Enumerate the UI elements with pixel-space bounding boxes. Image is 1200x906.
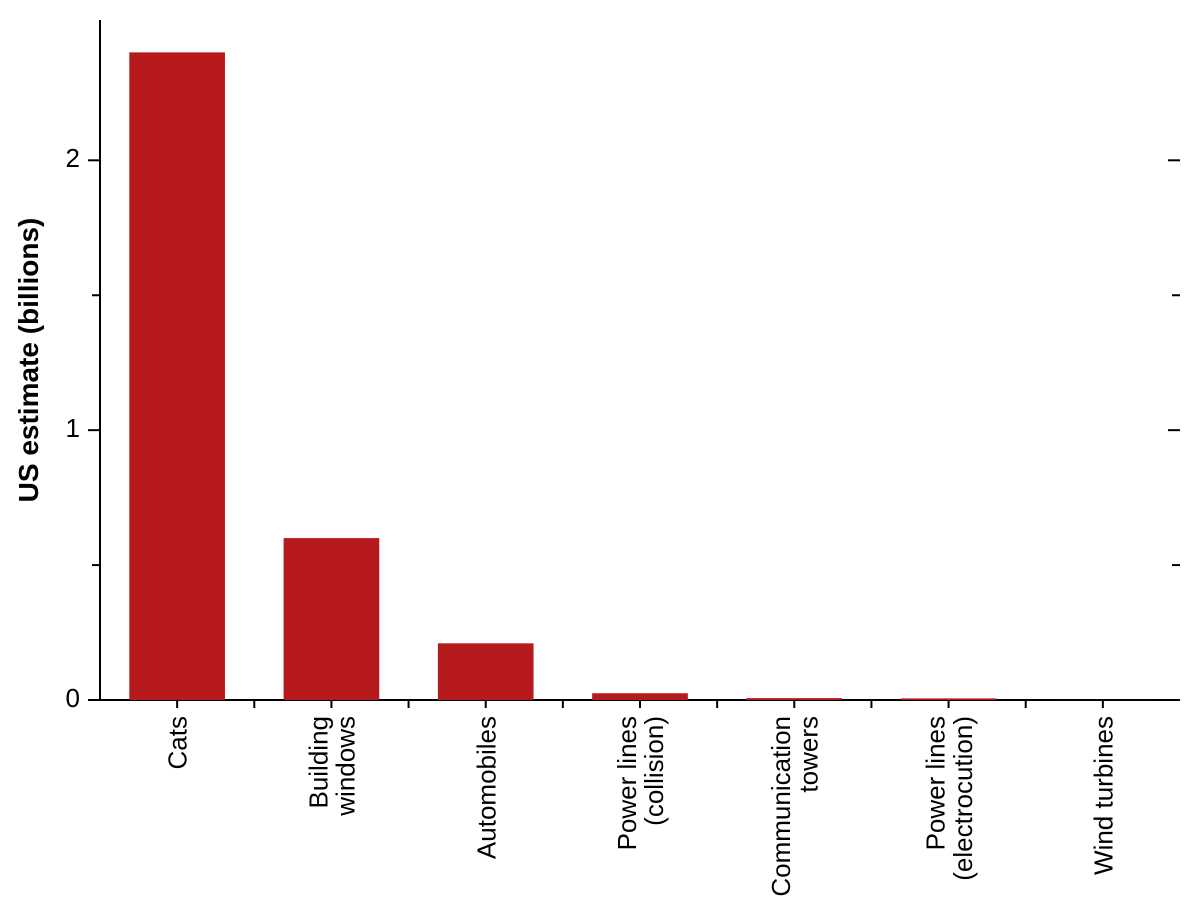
ytick-label: 0 <box>66 683 80 713</box>
bar <box>284 538 380 700</box>
bar <box>901 698 997 700</box>
bar <box>438 643 534 700</box>
xtick-label: Communicationtowers <box>766 716 823 897</box>
xtick-label: Power lines(collision) <box>612 716 669 850</box>
xtick-label: Buildingwindows <box>303 716 360 817</box>
bar <box>129 52 225 700</box>
xtick-label: Wind turbines <box>1088 716 1118 875</box>
axes <box>100 20 1180 700</box>
xtick-label: Automobiles <box>471 716 501 859</box>
ytick-label: 2 <box>66 143 80 173</box>
ytick-label: 1 <box>66 413 80 443</box>
xtick-label: Power lines(electrocution) <box>920 716 977 881</box>
y-axis-label: US estimate (billions) <box>13 218 44 503</box>
bar <box>746 698 842 700</box>
bar-chart: US estimate (billions) 0 1 2 Cats Buildingwi… <box>0 0 1200 901</box>
xtick-label: Cats <box>163 716 193 769</box>
bar <box>592 693 688 700</box>
